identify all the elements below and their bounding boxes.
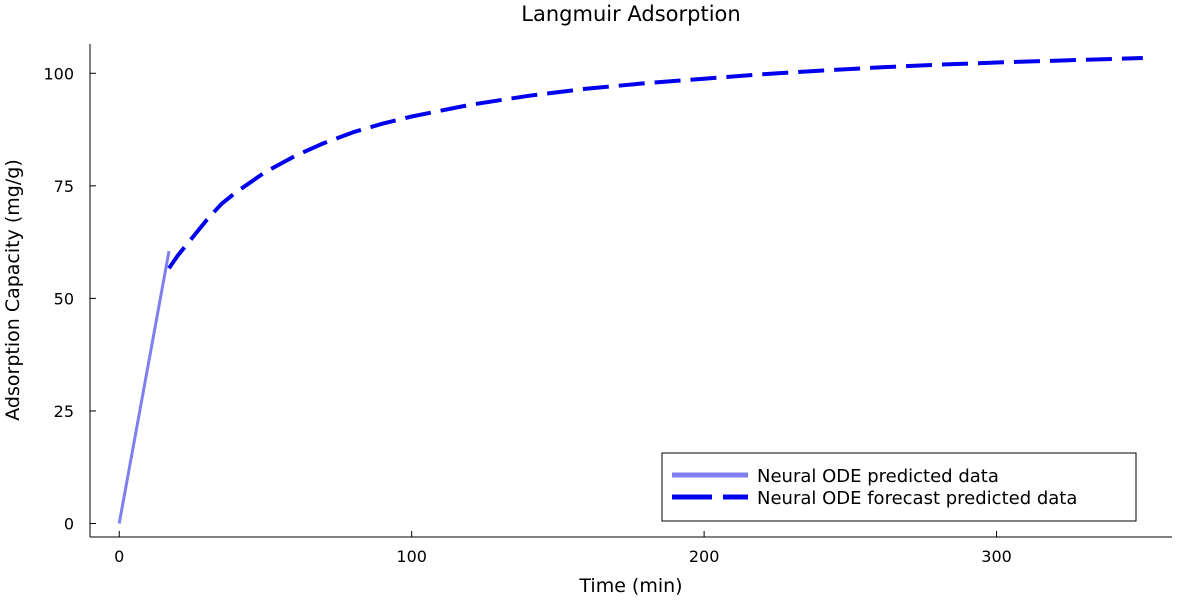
- y-tick-label: 50: [54, 289, 74, 308]
- x-tick-label: 300: [981, 547, 1012, 566]
- legend-box: [661, 452, 1137, 522]
- y-ticks: 0 25 50 75 100: [43, 64, 96, 533]
- y-tick-label: 0: [64, 514, 74, 533]
- y-tick-label: 75: [54, 177, 74, 196]
- x-tick-label: 200: [689, 547, 720, 566]
- y-tick-label: 25: [54, 402, 74, 421]
- series-layer: [117, 56, 1143, 524]
- x-tick-label: 100: [396, 547, 427, 566]
- chart-title: Langmuir Adsorption: [521, 2, 740, 26]
- x-axis-label: Time (min): [578, 575, 682, 597]
- legend: Neural ODE predicted data Neural ODE for…: [661, 452, 1137, 522]
- y-axis-label: Adsorption Capacity (mg/g): [2, 159, 24, 420]
- legend-label-predicted: Neural ODE predicted data: [757, 466, 999, 487]
- series-line-forecast: [167, 56, 1143, 270]
- legend-label-forecast: Neural ODE forecast predicted data: [757, 488, 1077, 509]
- y-tick-label: 100: [43, 64, 74, 83]
- x-tick-label: 0: [114, 547, 124, 566]
- x-ticks: 0 100 200 300: [114, 531, 1012, 566]
- plot-area: [89, 44, 1172, 538]
- series-line-predicted: [117, 250, 171, 524]
